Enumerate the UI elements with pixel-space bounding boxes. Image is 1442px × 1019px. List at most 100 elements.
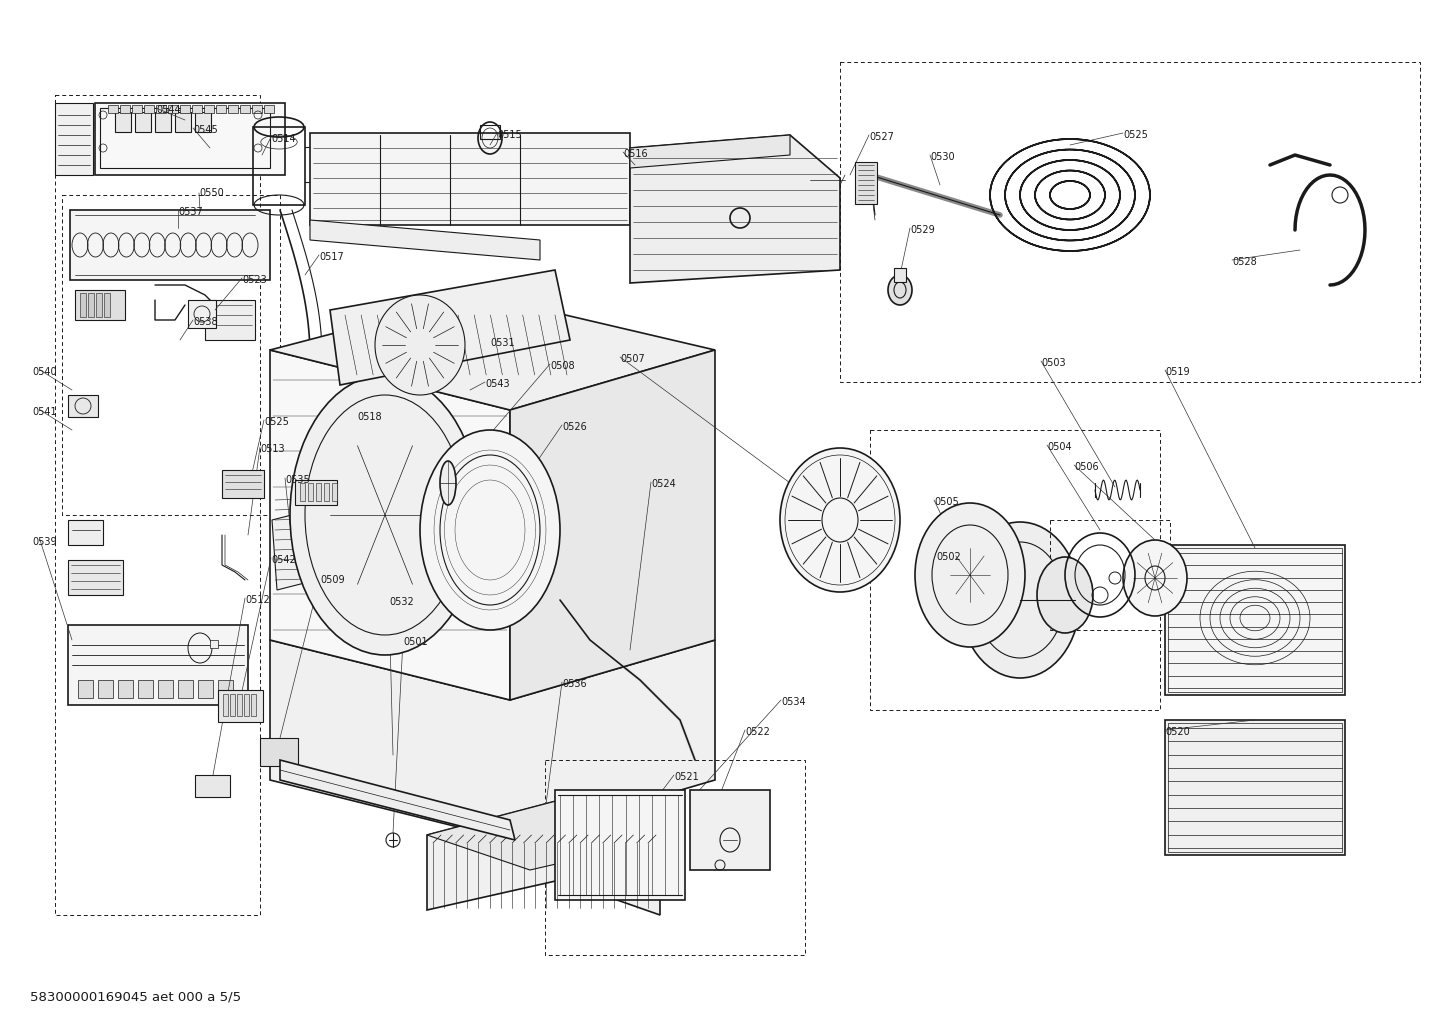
- Polygon shape: [427, 800, 660, 870]
- Bar: [228, 105, 238, 113]
- Bar: [545, 760, 805, 955]
- Polygon shape: [270, 294, 715, 410]
- Text: 0525: 0525: [264, 417, 288, 427]
- Bar: [224, 694, 228, 716]
- Text: 0532: 0532: [389, 597, 414, 607]
- Text: 0507: 0507: [620, 354, 645, 364]
- Text: 0540: 0540: [32, 367, 56, 377]
- Bar: [62, 195, 280, 515]
- Text: 0538: 0538: [193, 317, 218, 327]
- Bar: [68, 625, 248, 705]
- Bar: [231, 694, 235, 716]
- Bar: [108, 105, 118, 113]
- Polygon shape: [630, 135, 841, 283]
- Ellipse shape: [1123, 540, 1187, 616]
- Bar: [195, 775, 231, 797]
- Bar: [118, 680, 133, 698]
- Bar: [187, 300, 216, 328]
- Text: 0512: 0512: [245, 595, 270, 605]
- Text: 0529: 0529: [910, 225, 934, 235]
- Polygon shape: [280, 760, 515, 840]
- Bar: [104, 293, 110, 317]
- Ellipse shape: [1037, 557, 1093, 633]
- Text: 0527: 0527: [870, 132, 894, 142]
- Bar: [203, 105, 213, 113]
- Ellipse shape: [888, 275, 911, 305]
- Bar: [99, 108, 270, 168]
- Bar: [841, 62, 1420, 382]
- Text: 0531: 0531: [490, 338, 515, 348]
- Text: 0521: 0521: [673, 772, 699, 782]
- Bar: [870, 430, 1159, 710]
- Bar: [205, 300, 255, 340]
- Bar: [192, 105, 202, 113]
- Bar: [156, 105, 166, 113]
- Text: 0544: 0544: [156, 105, 180, 115]
- Polygon shape: [630, 135, 790, 168]
- Bar: [252, 105, 262, 113]
- Bar: [144, 105, 154, 113]
- Bar: [174, 112, 190, 132]
- Bar: [97, 293, 102, 317]
- Bar: [691, 790, 770, 870]
- Bar: [1050, 520, 1169, 630]
- Text: 0536: 0536: [562, 679, 587, 689]
- Text: 0516: 0516: [623, 149, 647, 159]
- Bar: [68, 560, 123, 595]
- Bar: [296, 480, 337, 505]
- Bar: [211, 640, 218, 648]
- Bar: [115, 112, 131, 132]
- Bar: [480, 125, 500, 139]
- Polygon shape: [427, 800, 660, 915]
- Bar: [239, 105, 249, 113]
- Text: 0506: 0506: [1074, 462, 1099, 472]
- Polygon shape: [55, 103, 92, 175]
- Bar: [332, 483, 337, 501]
- Bar: [75, 290, 125, 320]
- Text: 0526: 0526: [562, 422, 587, 432]
- Bar: [88, 293, 94, 317]
- Bar: [440, 380, 500, 410]
- Text: 0517: 0517: [319, 252, 343, 262]
- Bar: [260, 738, 298, 766]
- Bar: [236, 694, 242, 716]
- Text: 0501: 0501: [402, 637, 428, 647]
- Polygon shape: [273, 490, 395, 590]
- Text: 0528: 0528: [1231, 257, 1257, 267]
- Bar: [300, 483, 306, 501]
- Bar: [120, 105, 130, 113]
- Bar: [1165, 545, 1345, 695]
- Bar: [195, 112, 211, 132]
- Bar: [309, 483, 313, 501]
- Bar: [78, 680, 92, 698]
- Ellipse shape: [960, 522, 1080, 678]
- Bar: [264, 105, 274, 113]
- Bar: [68, 520, 102, 545]
- Bar: [218, 680, 234, 698]
- Bar: [136, 112, 151, 132]
- Bar: [316, 483, 322, 501]
- Text: 0509: 0509: [320, 575, 345, 585]
- Bar: [218, 690, 262, 722]
- Text: 0503: 0503: [1041, 358, 1066, 368]
- Bar: [169, 105, 177, 113]
- Polygon shape: [310, 220, 539, 260]
- Text: 58300000169045 aet 000 a 5/5: 58300000169045 aet 000 a 5/5: [30, 990, 241, 1003]
- Bar: [555, 790, 685, 900]
- Bar: [1165, 720, 1345, 855]
- Bar: [855, 162, 877, 204]
- Text: 0543: 0543: [485, 379, 509, 389]
- Bar: [251, 694, 257, 716]
- Bar: [198, 680, 213, 698]
- Polygon shape: [270, 350, 510, 700]
- Bar: [98, 680, 112, 698]
- Text: 0518: 0518: [358, 412, 382, 422]
- Bar: [138, 680, 153, 698]
- Text: 0513: 0513: [260, 444, 284, 454]
- Bar: [1168, 548, 1343, 692]
- Text: 0520: 0520: [1165, 727, 1190, 737]
- Ellipse shape: [780, 448, 900, 592]
- Bar: [71, 210, 270, 280]
- Bar: [180, 105, 190, 113]
- Text: 0537: 0537: [177, 207, 203, 217]
